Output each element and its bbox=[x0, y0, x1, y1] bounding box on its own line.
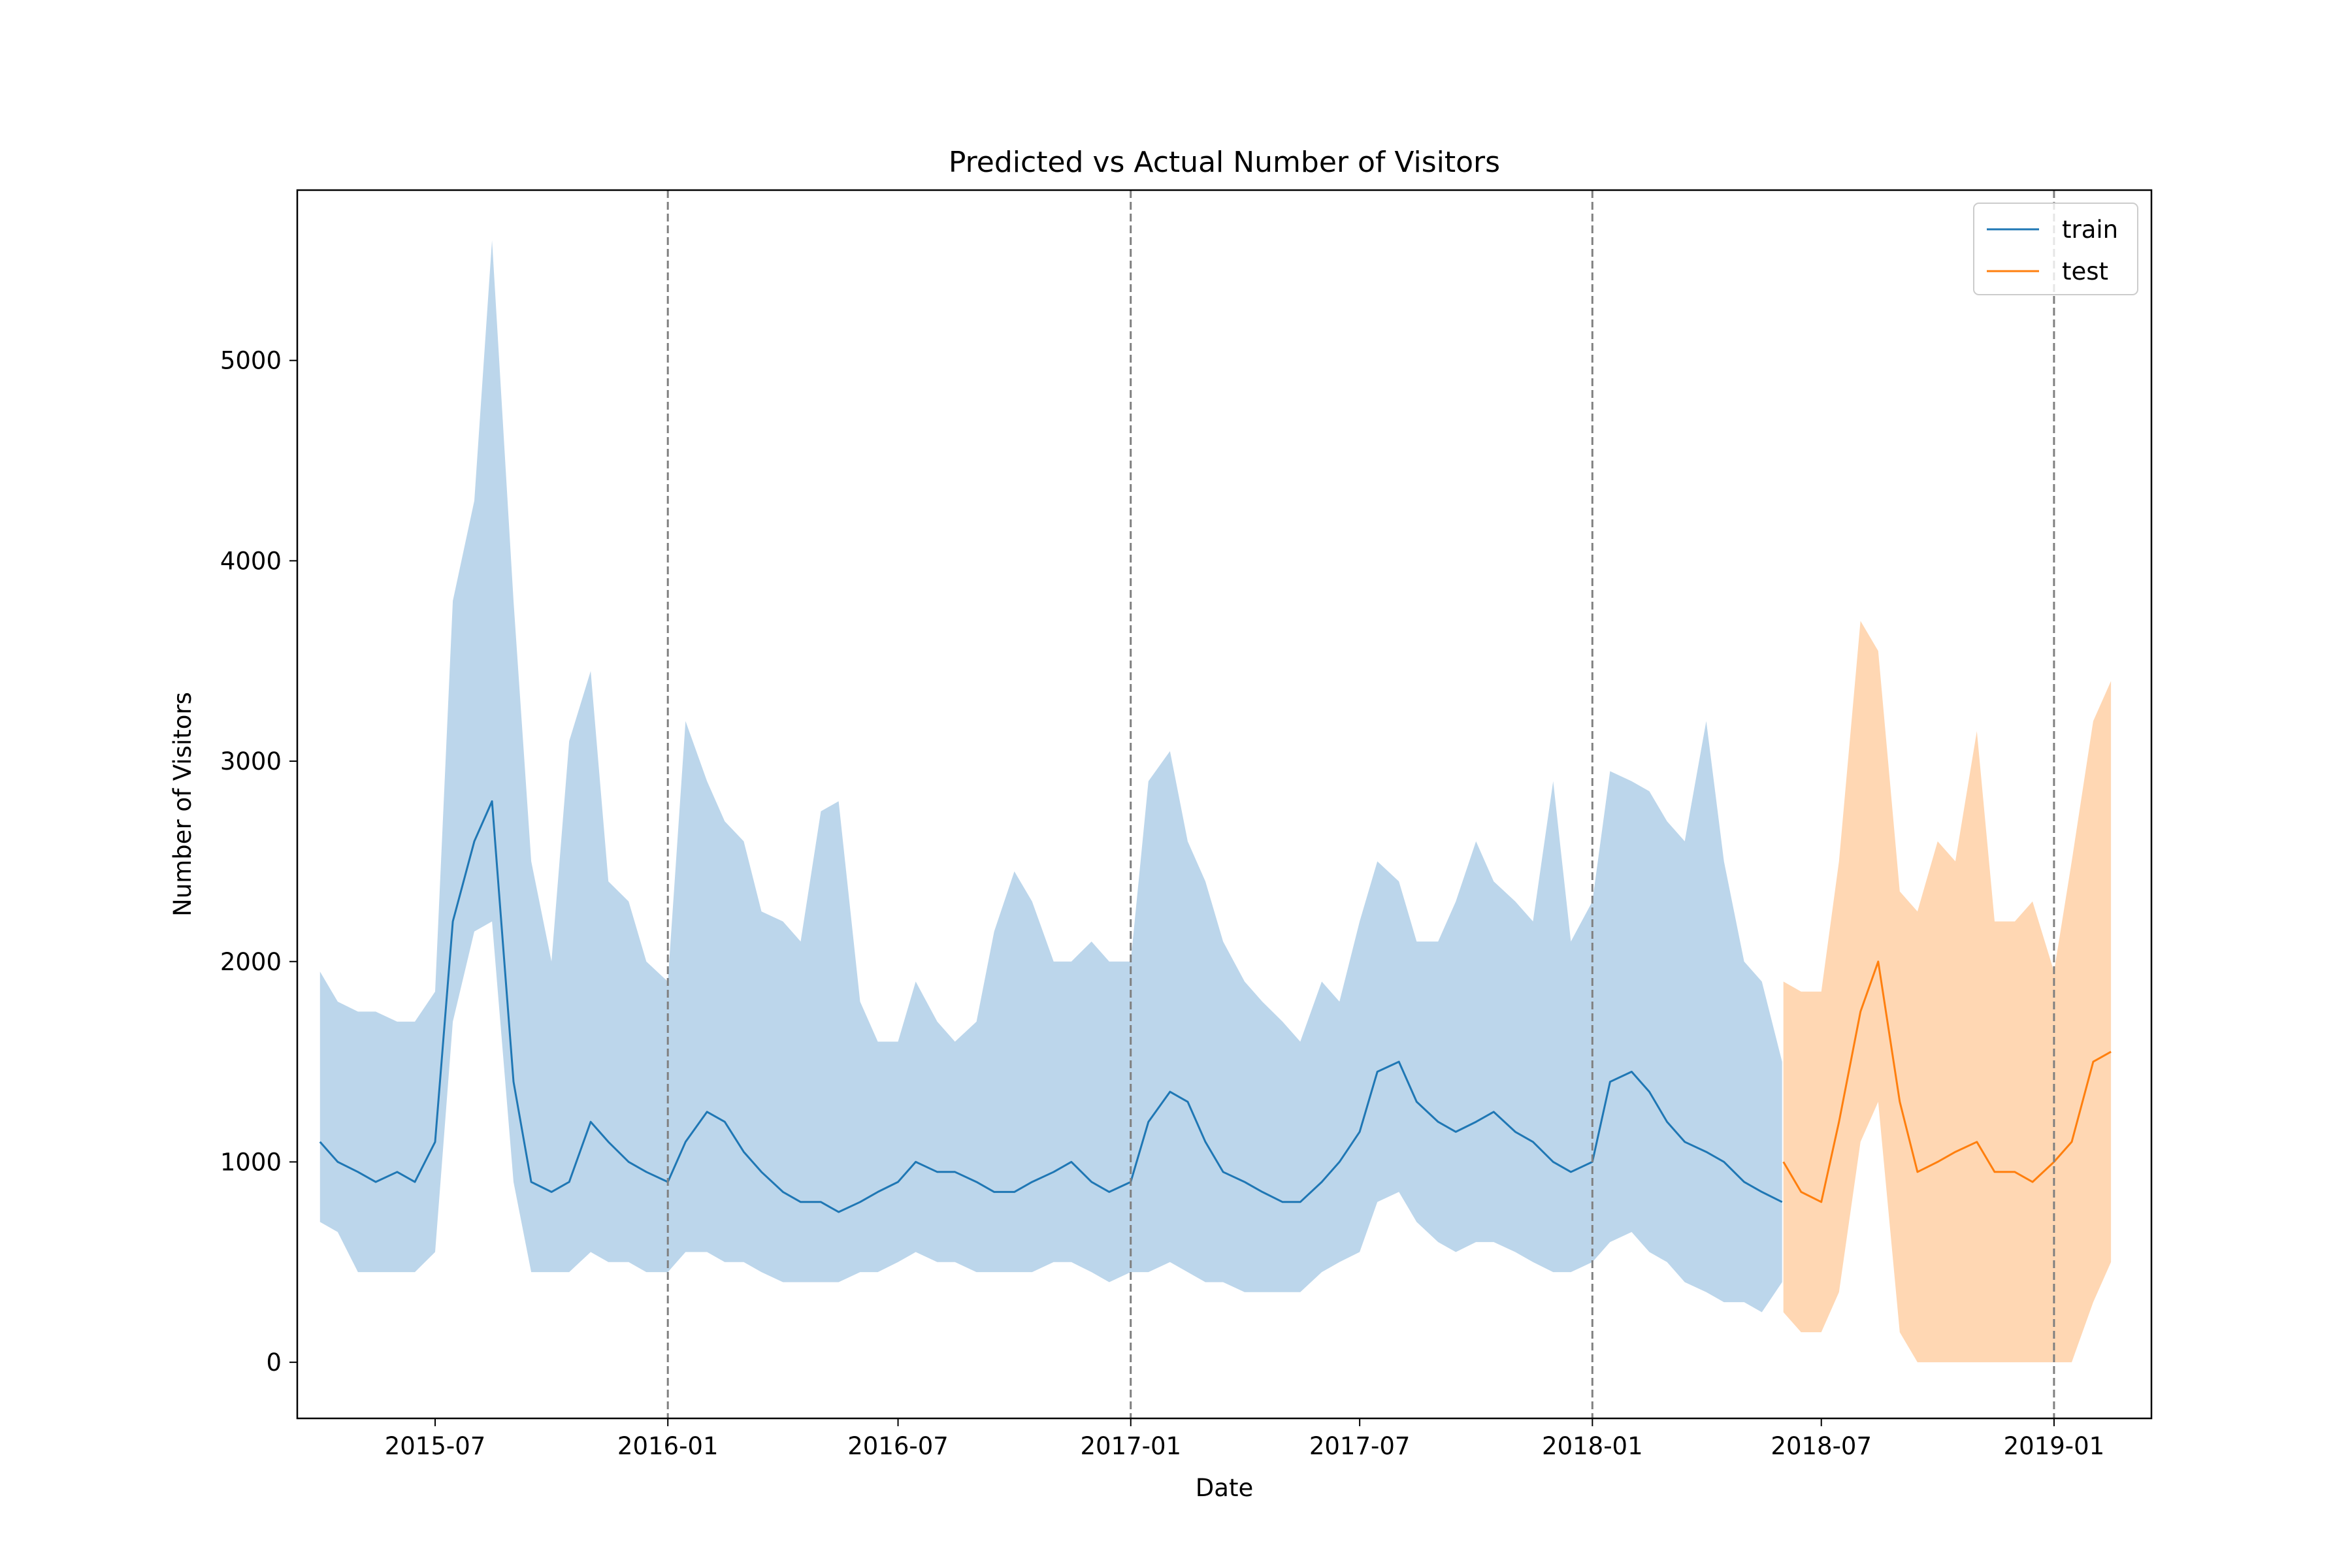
chart-title: Predicted vs Actual Number of Visitors bbox=[949, 146, 1500, 179]
x-tick-label: 2018-07 bbox=[1771, 1432, 1872, 1460]
y-tick-label: 5000 bbox=[220, 347, 282, 375]
x-tick-label: 2017-01 bbox=[1080, 1432, 1181, 1460]
x-axis-label: Date bbox=[1196, 1474, 1253, 1502]
y-tick-label: 1000 bbox=[220, 1148, 282, 1176]
plot-frame bbox=[296, 189, 2153, 1420]
y-tick-label: 3000 bbox=[220, 747, 282, 776]
x-tick-label: 2018-01 bbox=[1542, 1432, 1643, 1460]
y-axis: 0 1000 2000 3000 4000 5000 bbox=[220, 347, 297, 1377]
x-tick-label: 2016-01 bbox=[617, 1432, 719, 1460]
legend: train test bbox=[1973, 203, 2138, 295]
x-tick-label: 2015-07 bbox=[385, 1432, 486, 1460]
y-tick-label: 2000 bbox=[220, 948, 282, 976]
y-tick-label: 0 bbox=[266, 1348, 282, 1377]
series-line-test bbox=[1782, 960, 2112, 1203]
series-band-train bbox=[319, 240, 1782, 1313]
plot-area bbox=[319, 190, 2112, 1418]
y-axis-label: Number of Visitors bbox=[169, 692, 197, 917]
legend-label-train: train bbox=[2062, 216, 2118, 244]
x-tick-label: 2019-01 bbox=[2004, 1432, 2105, 1460]
x-tick-label: 2016-07 bbox=[847, 1432, 949, 1460]
x-axis: 2015-07 2016-01 2016-07 2017-01 2017-07 2018-… bbox=[385, 1418, 2105, 1460]
x-tick-label: 2017-07 bbox=[1309, 1432, 1411, 1460]
legend-label-test: test bbox=[2062, 257, 2108, 286]
series-band-test bbox=[1783, 621, 2112, 1363]
y-tick-label: 4000 bbox=[220, 547, 282, 575]
series-line-train bbox=[319, 800, 1783, 1213]
